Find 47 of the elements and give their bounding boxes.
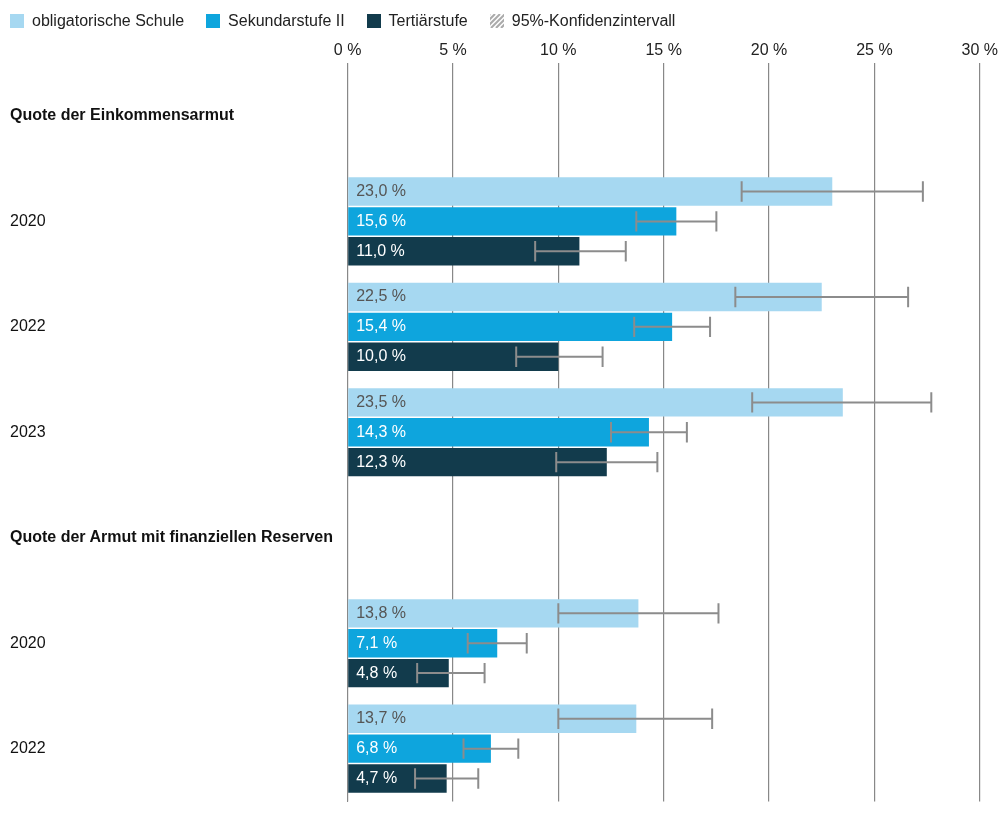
data-label: 23,0 %: [356, 181, 407, 199]
bar: [348, 207, 677, 236]
bar: [348, 599, 639, 628]
bar: [348, 704, 637, 733]
y-tick-label: 2020: [10, 211, 46, 229]
x-tick-label: 5 %: [439, 41, 467, 59]
y-tick-label: Quote der Einkommensarmut: [10, 106, 235, 124]
bar: [348, 447, 607, 477]
bar: [348, 418, 649, 447]
bar: [348, 734, 491, 763]
legend-label: Sekundarstufe II: [228, 12, 345, 30]
bar: [348, 342, 559, 371]
y-tick-label: 2020: [10, 633, 46, 651]
x-tick-label: 10 %: [540, 41, 577, 59]
legend-label: obligatorische Schule: [32, 12, 185, 30]
y-tick-label: 2022: [10, 317, 46, 335]
bar: [348, 629, 498, 658]
data-label: 15,4 %: [356, 317, 407, 335]
data-label: 13,7 %: [356, 709, 407, 727]
data-label: 4,7 %: [356, 768, 398, 786]
x-tick-label: 25 %: [856, 41, 893, 59]
y-tick-label: 2022: [10, 739, 46, 757]
bar: [348, 388, 843, 417]
x-tick-label: 20 %: [750, 41, 788, 59]
data-label: 13,8 %: [356, 603, 407, 621]
bar: [348, 237, 580, 266]
bar: [348, 282, 822, 312]
data-label: 6,8 %: [356, 739, 398, 757]
x-tick-label: 30 %: [961, 41, 998, 59]
y-tick-label: Quote der Armut mit finanziellen Reserven: [10, 528, 334, 546]
data-label: 23,5 %: [356, 392, 407, 410]
data-label: 15,6 %: [356, 211, 407, 229]
bar: [348, 177, 833, 206]
data-label: 7,1 %: [356, 633, 398, 651]
data-label: 4,8 %: [356, 663, 398, 681]
data-label: 12,3 %: [356, 452, 407, 470]
x-tick-label: 0 %: [333, 41, 362, 59]
bar: [348, 764, 447, 793]
x-tick-label: 15 %: [645, 41, 682, 59]
text: 95%-Konfidenzintervall: [511, 12, 676, 30]
data-label: 10,0 %: [356, 347, 407, 365]
legend-label: Tertiärstufe: [388, 12, 468, 30]
bar: [348, 312, 673, 342]
data-label: 14,3 %: [356, 422, 407, 440]
y-tick-label: 2023: [10, 422, 46, 440]
data-label: 22,5 %: [356, 287, 407, 305]
data-label: 11,0 %: [356, 241, 405, 259]
